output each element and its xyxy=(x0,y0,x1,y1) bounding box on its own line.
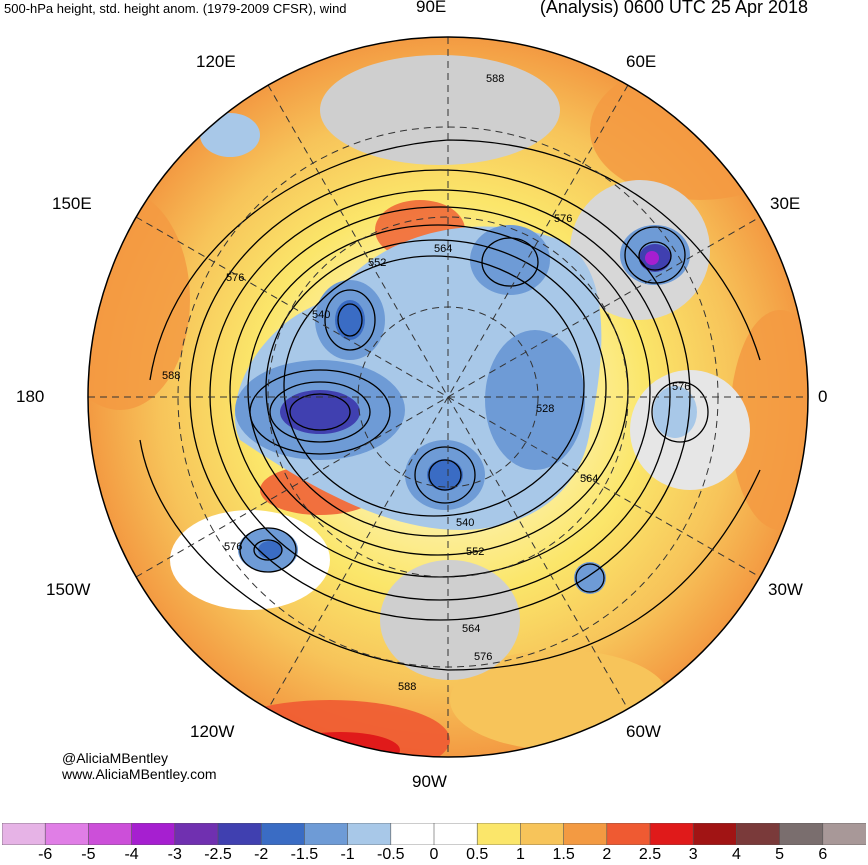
colorbar-swatch xyxy=(347,823,392,845)
colorbar-tick-label: -3 xyxy=(167,846,182,863)
colorbar-swatch xyxy=(736,823,781,845)
lon-label-30e: 30E xyxy=(770,194,801,213)
colorbar-swatch xyxy=(88,823,133,845)
colorbar-tick-label: -5 xyxy=(81,846,96,863)
lon-label-150e: 150E xyxy=(52,194,92,213)
colorbar-tick-label: -1.5 xyxy=(290,846,319,863)
map-boundary xyxy=(87,36,809,758)
colorbar-swatch xyxy=(606,823,651,845)
colorbar-tick-label: 3 xyxy=(688,846,698,863)
contour-label: 564 xyxy=(580,473,598,485)
colorbar-swatch xyxy=(174,823,219,845)
lon-label-150w: 150W xyxy=(46,580,91,599)
colorbar-tick-label: -2 xyxy=(254,846,269,863)
colorbar-swatch xyxy=(44,823,90,845)
height-contours xyxy=(139,139,761,671)
colorbar-tick-label: 2 xyxy=(602,846,612,863)
colorbar-swatch xyxy=(779,823,824,845)
colorbar-swatch xyxy=(304,823,349,845)
contour-label: 576 xyxy=(224,541,242,553)
lon-label-30w: 30W xyxy=(768,580,803,599)
anomaly-shading xyxy=(88,37,808,757)
colorbar-swatch xyxy=(2,823,47,845)
contour-label: 576 xyxy=(554,213,572,225)
colorbar-swatch xyxy=(476,823,522,845)
contour-label: 576 xyxy=(672,381,690,393)
contour-label: 588 xyxy=(486,73,504,85)
lon-label-90e: 90E xyxy=(416,0,447,16)
map-title: 500-hPa height, std. height anom. (1979-… xyxy=(4,1,347,16)
lon-label-60e: 60E xyxy=(626,52,657,71)
colorbar-swatch xyxy=(822,823,866,845)
anomaly-colorbar xyxy=(2,823,866,845)
colorbar-swatch xyxy=(563,823,608,845)
colorbar-swatch xyxy=(390,823,435,845)
contour-label: 540 xyxy=(312,309,330,321)
contour-label: 588 xyxy=(398,681,416,693)
colorbar-tick-label: -0.5 xyxy=(377,846,405,863)
contour-label: 576 xyxy=(474,651,492,663)
credit-website: www.AliciaMBentley.com xyxy=(62,766,217,782)
lon-label-120w: 120W xyxy=(190,722,235,741)
contour-label: 540 xyxy=(456,517,474,529)
contour-label: 564 xyxy=(462,623,480,635)
colorbar-tick-label: 0 xyxy=(429,846,439,863)
graticule xyxy=(88,37,808,757)
contour-label: 588 xyxy=(162,370,180,382)
colorbar-tick-label: -4 xyxy=(124,846,139,863)
contour-label: 552 xyxy=(368,257,386,269)
colorbar-swatch xyxy=(260,823,306,845)
colorbar-tick-label: 2.5 xyxy=(638,846,662,863)
analysis-time: (Analysis) 0600 UTC 25 Apr 2018 xyxy=(539,0,808,17)
colorbar-swatch xyxy=(217,823,263,845)
lon-label-60w: 60W xyxy=(626,722,661,741)
lon-label-90w: 90W xyxy=(412,772,447,791)
colorbar-swatch xyxy=(520,823,565,845)
colorbar-swatch xyxy=(131,823,176,845)
colorbar-tick-label: 5 xyxy=(775,846,785,863)
lon-label-180: 180 xyxy=(16,387,45,406)
colorbar-tick-label: 0.5 xyxy=(466,846,489,863)
colorbar-tick-label: -1 xyxy=(340,846,355,863)
colorbar-swatch xyxy=(649,823,695,845)
colorbar-tick-label: 6 xyxy=(818,846,828,863)
colorbar-tick-label: -6 xyxy=(38,846,53,863)
colorbar-swatch xyxy=(692,823,738,845)
colorbar-tick-label: 1 xyxy=(515,846,525,863)
contour-label: 564 xyxy=(434,243,452,255)
colorbar-tick-label: 4 xyxy=(731,846,741,863)
lon-label-120e: 120E xyxy=(196,52,236,71)
contour-label: 528 xyxy=(536,403,554,415)
colorbar-tick-label: 1.5 xyxy=(552,846,575,863)
contour-label: 552 xyxy=(466,546,484,558)
lon-label-0: 0 xyxy=(818,387,828,406)
contour-value-labels: 588 576 564 552 540 576 588 576 528 564 … xyxy=(162,73,690,693)
colorbar-swatch xyxy=(433,823,479,845)
contour-label: 576 xyxy=(226,272,244,284)
colorbar-tick-label: -2.5 xyxy=(204,846,232,863)
credit-twitter: @AliciaMBentley xyxy=(62,750,169,766)
